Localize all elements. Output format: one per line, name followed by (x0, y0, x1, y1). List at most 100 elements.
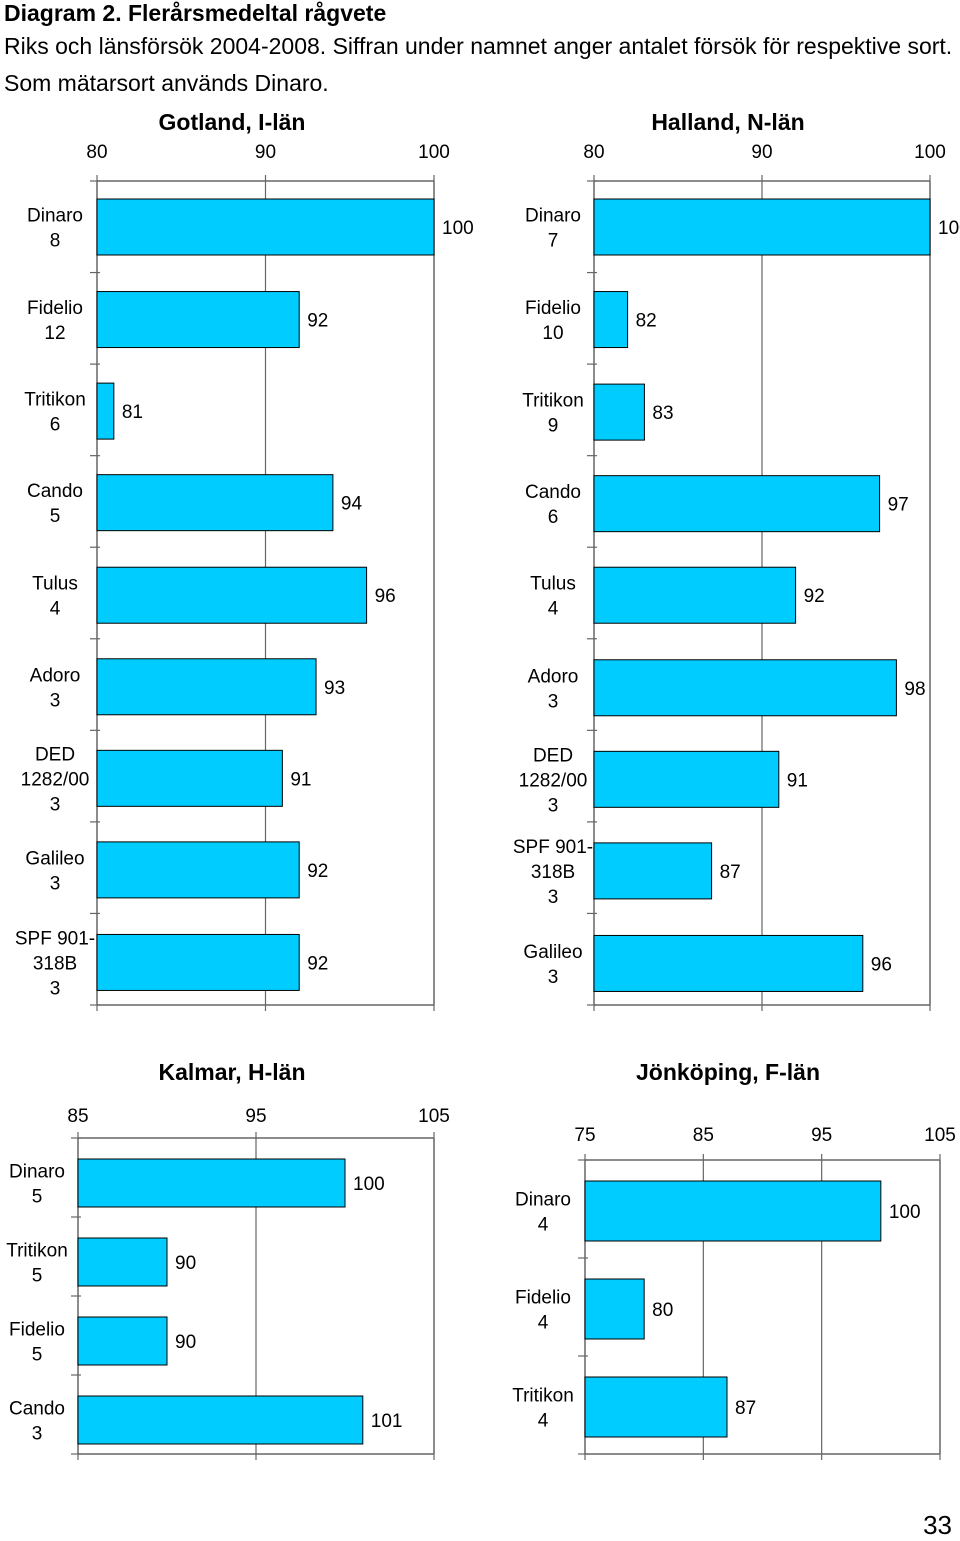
tick-label: 105 (924, 1125, 956, 1146)
bar (77, 1237, 168, 1287)
value-label: 96 (871, 954, 892, 975)
page-number: 33 (923, 1510, 952, 1540)
bar (584, 1180, 882, 1242)
category-label: Dinaro (9, 1162, 65, 1183)
tick-label: 100 (914, 142, 946, 163)
subtitle-line-2: Som mätarsort används Dinaro. (4, 70, 329, 96)
tick-label: 100 (418, 142, 450, 163)
category-label: Dinaro (525, 206, 581, 227)
bar (593, 198, 931, 256)
category-label: Galileo (25, 848, 84, 869)
category-count-label: 12 (44, 323, 65, 344)
bar (96, 474, 334, 532)
category-label: Cando (525, 482, 581, 503)
bar (96, 198, 435, 256)
tick-label: 105 (418, 1106, 450, 1127)
category-label: Tulus (32, 574, 78, 595)
value-label: 90 (175, 1332, 196, 1353)
category-label: DED (533, 745, 573, 766)
value-label: 96 (375, 586, 396, 607)
category-count-label: 8 (50, 231, 61, 252)
bar (593, 659, 897, 717)
category-count-label: 3 (50, 794, 61, 815)
category-label: Fidelio (9, 1320, 65, 1341)
category-label: Adoro (30, 665, 81, 686)
value-label: 90 (175, 1253, 196, 1274)
value-label: 92 (307, 311, 328, 332)
category-count-label: 5 (32, 1266, 43, 1287)
value-label: 97 (888, 495, 909, 516)
category-count-label: 6 (548, 507, 559, 528)
category-count-label: 4 (538, 1215, 549, 1236)
category-label: 318B (531, 862, 575, 883)
category-count-label: 3 (548, 967, 559, 988)
value-label: 92 (307, 953, 328, 974)
category-count-label: 10 (542, 323, 563, 344)
value-label: 101 (371, 1411, 403, 1432)
tick-label: 95 (811, 1125, 832, 1146)
value-label: 80 (652, 1300, 673, 1321)
tick-label: 95 (245, 1106, 266, 1127)
tick-label: 90 (255, 142, 276, 163)
tick-label: 75 (574, 1125, 595, 1146)
value-label: 87 (720, 862, 741, 883)
bar (96, 382, 115, 440)
bar (593, 383, 645, 441)
bar (584, 1278, 645, 1340)
category-label: Adoro (528, 666, 579, 687)
bar (77, 1395, 364, 1445)
bar (77, 1316, 168, 1366)
category-count-label: 4 (548, 599, 559, 620)
category-label: Fidelio (27, 298, 83, 319)
value-label: 100 (889, 1202, 921, 1223)
value-label: 83 (652, 403, 673, 424)
category-label: Tulus (530, 574, 576, 595)
tick-label: 85 (67, 1106, 88, 1127)
bar (593, 566, 797, 624)
category-label: Fidelio (525, 298, 581, 319)
category-count-label: 3 (32, 1424, 43, 1445)
category-count-label: 4 (538, 1411, 549, 1432)
category-label: Tritikon (6, 1241, 68, 1262)
category-count-label: 3 (50, 978, 61, 999)
category-label: SPF 901- (15, 928, 95, 949)
bar (584, 1376, 728, 1438)
tick-label: 80 (583, 142, 604, 163)
value-label: 92 (804, 586, 825, 607)
bar (593, 934, 864, 992)
bar (593, 291, 629, 349)
value-label: 82 (636, 311, 657, 332)
category-label: SPF 901- (513, 837, 593, 858)
tick-label: 90 (751, 142, 772, 163)
category-count-label: 3 (50, 690, 61, 711)
category-count-label: 5 (32, 1187, 43, 1208)
category-label: 1282/00 (519, 770, 588, 791)
value-label: 87 (735, 1398, 756, 1419)
category-count-label: 4 (538, 1313, 549, 1334)
category-label: Fidelio (515, 1288, 571, 1309)
value-label: 100 (353, 1174, 385, 1195)
bar (593, 750, 780, 808)
bar (96, 566, 368, 624)
chart-title: Gotland, I-län (159, 109, 306, 135)
page-title: Diagram 2. Flerårsmedeltal rågvete (4, 0, 387, 26)
category-label: Dinaro (515, 1190, 571, 1211)
chart-title: Jönköping, F-län (636, 1059, 820, 1085)
bar (77, 1158, 346, 1208)
tick-label: 80 (86, 142, 107, 163)
category-label: 1282/00 (21, 769, 90, 790)
category-label: Galileo (523, 942, 582, 963)
category-count-label: 3 (548, 887, 559, 908)
category-label: Cando (9, 1399, 65, 1420)
value-label: 91 (290, 769, 311, 790)
category-count-label: 5 (32, 1345, 43, 1366)
category-count-label: 6 (50, 415, 61, 436)
category-count-label: 4 (50, 599, 61, 620)
value-label: 94 (341, 494, 363, 515)
category-label: DED (35, 744, 75, 765)
value-label: 91 (787, 770, 808, 791)
value-label: 93 (324, 678, 345, 699)
category-label: Tritikon (512, 1386, 574, 1407)
category-count-label: 5 (50, 506, 61, 527)
category-label: Cando (27, 481, 83, 502)
